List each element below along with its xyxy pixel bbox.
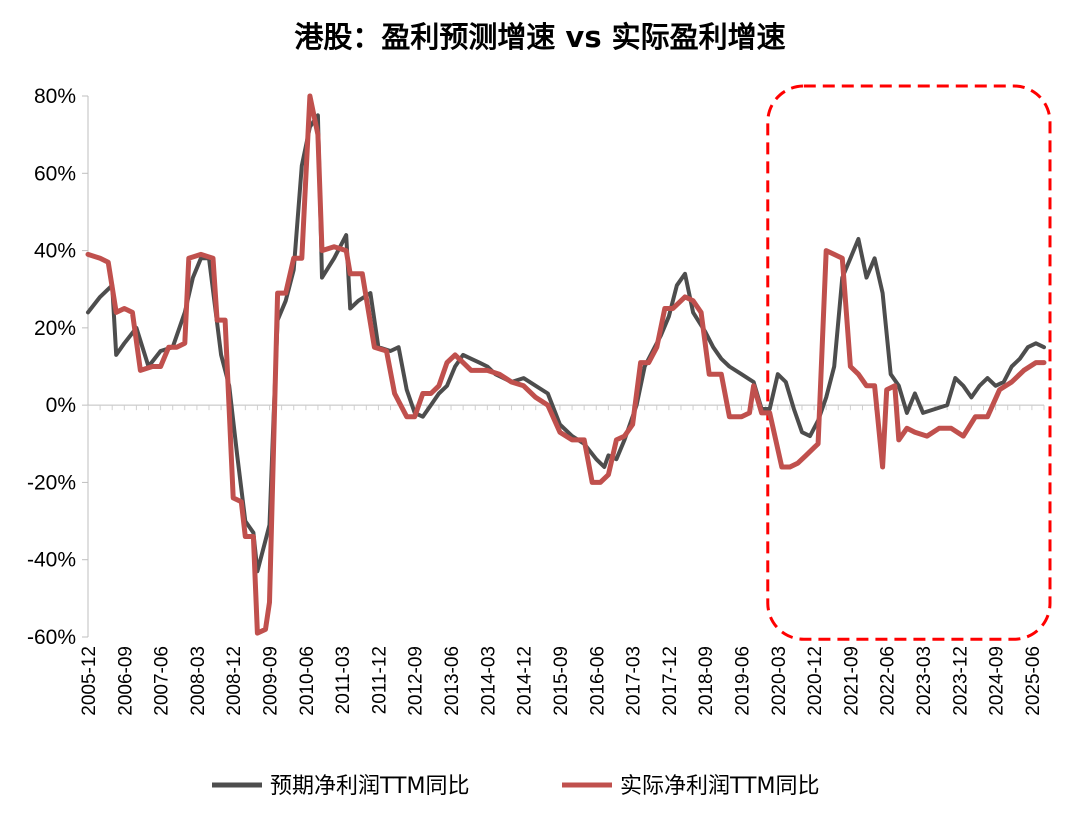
x-tick-label: 2024-09 [987,646,1008,716]
x-tick-label: 2019-06 [732,646,753,716]
x-tick-label: 2007-06 [152,646,173,716]
series-line-forecast [86,113,1046,574]
x-tick-label: 2014-12 [515,646,536,716]
x-tick-label: 2015-09 [551,646,572,716]
y-tick-label: -40% [27,549,76,572]
x-tick-label: 2020-03 [769,646,790,716]
legend-label: 实际净利润TTM同比 [620,774,819,799]
x-tick-label: 2020-12 [805,646,826,716]
y-tick-label: -20% [27,471,76,494]
y-tick-label: 20% [34,317,76,340]
x-tick-label: 2008-03 [188,646,209,716]
legend-label: 预期净利润TTM同比 [270,774,469,799]
x-tick-label: 2005-12 [79,646,100,716]
x-tick-label: 2023-12 [950,646,971,716]
x-tick-label: 2016-06 [587,646,608,716]
x-tick-label: 2022-06 [878,646,899,716]
y-tick-label: 80% [34,85,76,108]
y-tick-label: 0% [46,394,76,417]
chart-title: 港股：盈利预测增速 vs 实际盈利增速 [294,20,786,54]
series-line-actual [85,93,1047,636]
x-tick-label: 2021-09 [841,646,862,716]
x-tick-label: 2008-12 [224,646,245,716]
highlight-box [766,84,1052,641]
x-tick-label: 2012-09 [406,646,427,716]
x-tick-label: 2014-03 [478,646,499,716]
x-tick-label: 2017-12 [660,646,681,716]
y-tick-label: 60% [34,162,76,185]
x-tick-label: 2025-06 [1023,646,1044,716]
x-tick-label: 2018-09 [696,646,717,716]
x-tick-label: 2017-03 [624,646,645,716]
x-tick-label: 2010-06 [297,646,318,716]
x-tick-label: 2011-12 [369,646,390,714]
x-tick-label: 2023-03 [914,646,935,716]
y-tick-label: 40% [34,240,76,263]
x-tick-label: 2006-09 [115,646,136,716]
x-tick-label: 2011-03 [333,646,354,714]
x-tick-label: 2013-06 [442,646,463,716]
y-tick-label: -60% [27,626,76,649]
x-tick-label: 2009-09 [261,646,282,716]
